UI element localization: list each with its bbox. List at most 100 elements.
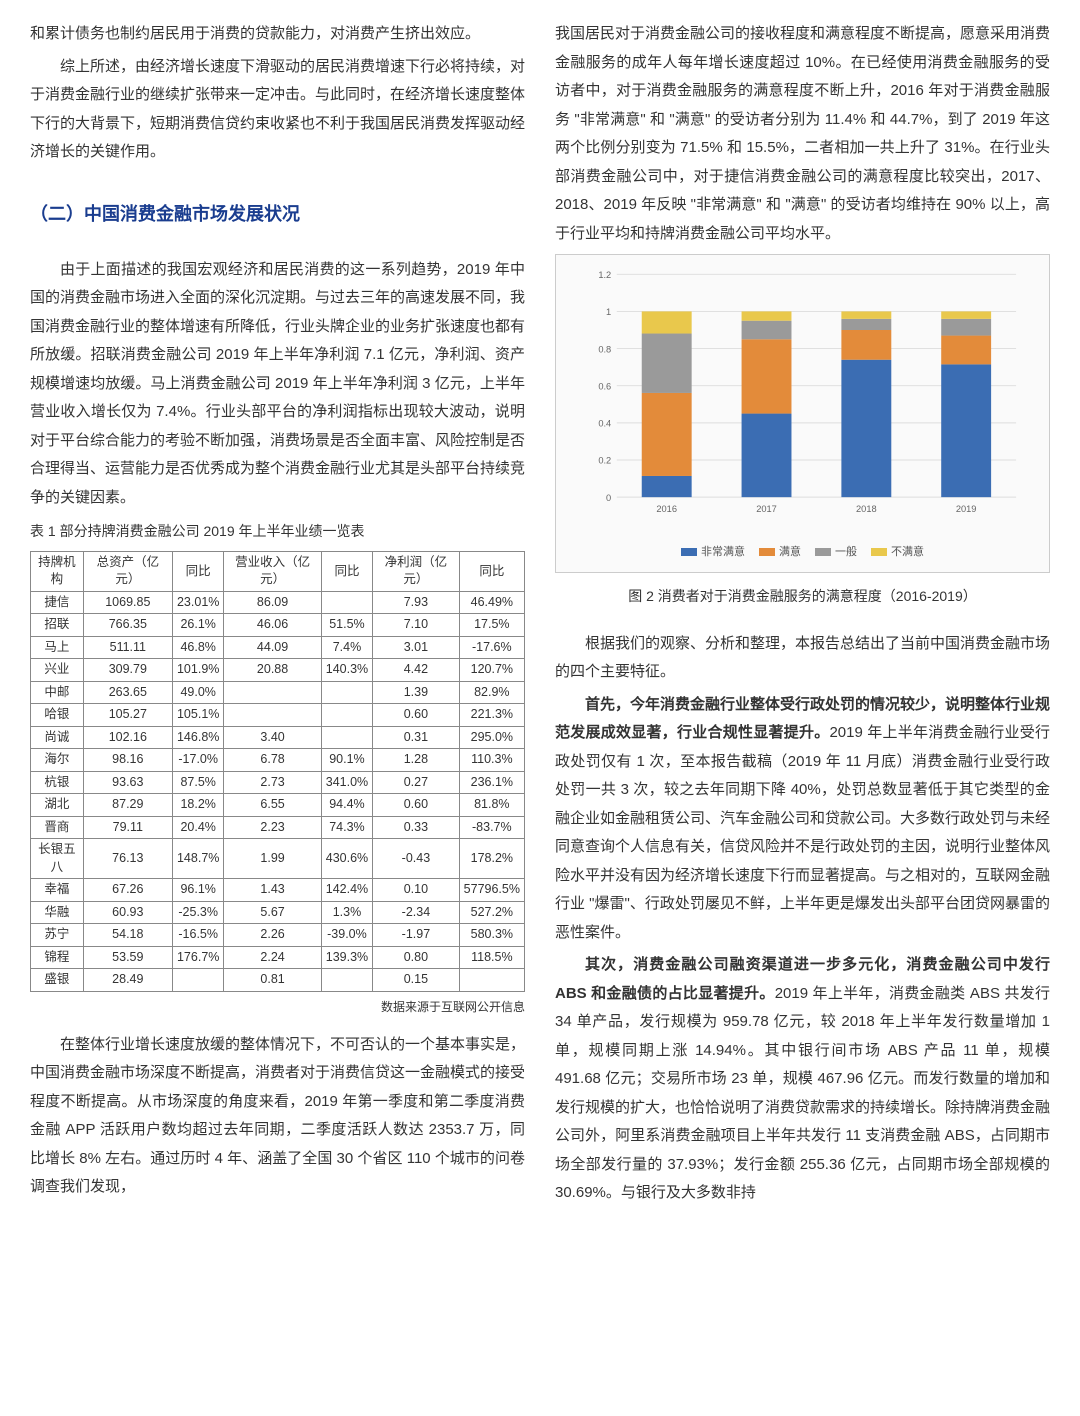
table-header: 同比 <box>459 551 524 591</box>
legend-swatch <box>681 548 697 556</box>
table-cell: 锦程 <box>31 946 84 969</box>
table-cell: 5.67 <box>224 901 321 924</box>
legend-item: 不满意 <box>871 542 924 563</box>
table-cell: 79.11 <box>83 816 172 839</box>
table-cell: 46.06 <box>224 614 321 637</box>
table-header: 营业收入（亿元） <box>224 551 321 591</box>
table-row: 锦程53.59176.7%2.24139.3%0.80118.5% <box>31 946 525 969</box>
table-cell: 580.3% <box>459 924 524 947</box>
svg-text:0.6: 0.6 <box>598 381 611 391</box>
table-cell: 1.39 <box>373 681 460 704</box>
table-cell: 120.7% <box>459 659 524 682</box>
table-row: 中邮263.6549.0%1.3982.9% <box>31 681 525 704</box>
table-cell: 招联 <box>31 614 84 637</box>
table-caption: 表 1 部分持牌消费金融公司 2019 年上半年业绩一览表 <box>30 518 525 545</box>
table-cell: 81.8% <box>459 794 524 817</box>
table-cell <box>172 969 223 992</box>
table-cell: 0.81 <box>224 969 321 992</box>
table-header: 总资产（亿元） <box>83 551 172 591</box>
table-cell: 430.6% <box>321 839 372 879</box>
table-cell: 0.33 <box>373 816 460 839</box>
chart-caption: 图 2 消费者对于消费金融服务的满意程度（2016-2019） <box>555 583 1050 610</box>
table-cell: 176.7% <box>172 946 223 969</box>
table-cell: 1.99 <box>224 839 321 879</box>
table-cell: -2.34 <box>373 901 460 924</box>
table-cell <box>321 726 372 749</box>
table-header: 净利润（亿元） <box>373 551 460 591</box>
table-cell: 2.26 <box>224 924 321 947</box>
legend-swatch <box>871 548 887 556</box>
table-cell: 511.11 <box>83 636 172 659</box>
table-cell: 96.1% <box>172 879 223 902</box>
table-row: 海尔98.16-17.0%6.7890.1%1.28110.3% <box>31 749 525 772</box>
svg-text:0: 0 <box>606 493 611 503</box>
table-cell: 44.09 <box>224 636 321 659</box>
table-cell: 93.63 <box>83 771 172 794</box>
table-cell: 76.13 <box>83 839 172 879</box>
table-cell: 兴业 <box>31 659 84 682</box>
table-cell <box>321 704 372 727</box>
table-cell: 捷信 <box>31 591 84 614</box>
table-cell: -83.7% <box>459 816 524 839</box>
right-p3: 首先，今年消费金融行业整体受行政处罚的情况较少，说明整体行业规范发展成效显著，行… <box>555 691 1050 948</box>
right-p2: 根据我们的观察、分析和整理，本报告总结出了当前中国消费金融市场的四个主要特征。 <box>555 630 1050 687</box>
table-cell: 7.93 <box>373 591 460 614</box>
table-cell: -16.5% <box>172 924 223 947</box>
table-cell: 101.9% <box>172 659 223 682</box>
table-cell: 华融 <box>31 901 84 924</box>
table-cell: 295.0% <box>459 726 524 749</box>
table-cell: 54.18 <box>83 924 172 947</box>
table-cell: 4.42 <box>373 659 460 682</box>
right-p4: 其次，消费金融公司融资渠道进一步多元化，消费金融公司中发行 ABS 和金融债的占… <box>555 951 1050 1208</box>
table-cell: 0.10 <box>373 879 460 902</box>
table-cell: 90.1% <box>321 749 372 772</box>
table-cell: 2.24 <box>224 946 321 969</box>
table-row: 兴业309.79101.9%20.88140.3%4.42120.7% <box>31 659 525 682</box>
table-cell: 尚诚 <box>31 726 84 749</box>
table-cell: 0.31 <box>373 726 460 749</box>
table-cell: 110.3% <box>459 749 524 772</box>
table-cell: -25.3% <box>172 901 223 924</box>
table-cell: 766.35 <box>83 614 172 637</box>
svg-text:2017: 2017 <box>756 504 777 514</box>
table-row: 盛银28.490.810.15 <box>31 969 525 992</box>
table-cell: 51.5% <box>321 614 372 637</box>
table-cell: 46.8% <box>172 636 223 659</box>
table-cell: -17.0% <box>172 749 223 772</box>
table-cell: 23.01% <box>172 591 223 614</box>
left-column: 和累计债务也制约居民用于消费的贷款能力，对消费产生挤出效应。 综上所述，由经济增… <box>30 20 525 1212</box>
left-p1: 和累计债务也制约居民用于消费的贷款能力，对消费产生挤出效应。 <box>30 20 525 49</box>
table-cell: 马上 <box>31 636 84 659</box>
table-cell: 20.88 <box>224 659 321 682</box>
p3-rest: 2019 年上半年消费金融行业受行政处罚仅有 1 次，至本报告截稿（2019 年… <box>555 724 1050 941</box>
table-cell <box>224 681 321 704</box>
table-cell: 178.2% <box>459 839 524 879</box>
section-heading: （二）中国消费金融市场发展状况 <box>30 197 525 231</box>
table-row: 长银五八76.13148.7%1.99430.6%-0.43178.2% <box>31 839 525 879</box>
table-header: 持牌机构 <box>31 551 84 591</box>
table-cell: 139.3% <box>321 946 372 969</box>
table-footnote: 数据来源于互联网公开信息 <box>30 996 525 1019</box>
svg-text:2018: 2018 <box>856 504 877 514</box>
legend-label: 满意 <box>779 542 801 563</box>
svg-text:0.4: 0.4 <box>598 419 611 429</box>
table-cell: 67.26 <box>83 879 172 902</box>
table-cell: 46.49% <box>459 591 524 614</box>
table-cell: 309.79 <box>83 659 172 682</box>
table-cell: 527.2% <box>459 901 524 924</box>
table-row: 捷信1069.8523.01%86.097.9346.49% <box>31 591 525 614</box>
table-cell: 6.78 <box>224 749 321 772</box>
table-cell: 2.23 <box>224 816 321 839</box>
performance-table: 持牌机构总资产（亿元）同比营业收入（亿元）同比净利润（亿元）同比 捷信1069.… <box>30 551 525 992</box>
table-cell: 2.73 <box>224 771 321 794</box>
table-row: 杭银93.6387.5%2.73341.0%0.27236.1% <box>31 771 525 794</box>
table-cell: 60.93 <box>83 901 172 924</box>
table-cell: 98.16 <box>83 749 172 772</box>
table-header: 同比 <box>321 551 372 591</box>
right-column: 我国居民对于消费金融公司的接收程度和满意程度不断提高，愿意采用消费金融服务的成年… <box>555 20 1050 1212</box>
p4-rest: 2019 年上半年，消费金融类 ABS 共发行 34 单产品，发行规模为 959… <box>555 985 1050 1202</box>
legend-label: 不满意 <box>891 542 924 563</box>
left-p3: 由于上面描述的我国宏观经济和居民消费的这一系列趋势，2019 年中国的消费金融市… <box>30 256 525 513</box>
table-cell: 221.3% <box>459 704 524 727</box>
table-cell: -1.97 <box>373 924 460 947</box>
